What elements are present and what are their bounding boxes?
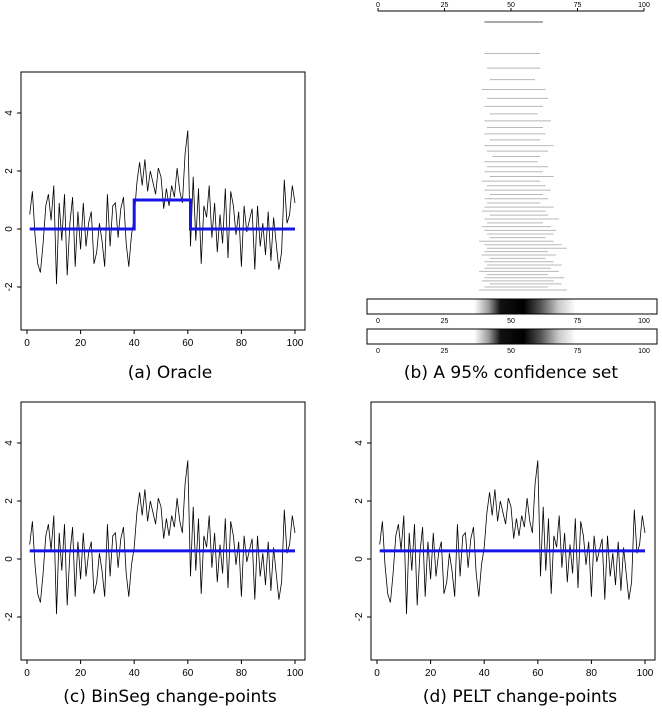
x-tick-label: 80 (236, 338, 248, 349)
density-tick-label: 75 (574, 348, 582, 355)
panel-d-frame (370, 401, 656, 661)
x-tick-label: 40 (129, 668, 141, 679)
x-tick-label: 40 (479, 668, 491, 679)
top-axis-label: 50 (507, 2, 515, 9)
caption-a: (a) Oracle (128, 363, 212, 383)
y-tick-label: 2 (354, 498, 365, 504)
caption-c: (c) BinSeg change-points (63, 687, 277, 707)
y-tick-label: 4 (4, 440, 15, 446)
x-tick-label: 100 (637, 668, 654, 679)
x-tick-label: 20 (75, 338, 87, 349)
caption-b: (b) A 95% confidence set (404, 363, 618, 383)
x-tick-label: 0 (24, 338, 30, 349)
x-tick-label: 60 (182, 668, 194, 679)
x-tick-label: 20 (425, 668, 437, 679)
density-bar-upper (366, 298, 658, 315)
y-tick-label: -2 (4, 612, 15, 621)
y-tick-label: 0 (354, 556, 365, 562)
y-tick-label: 4 (354, 440, 365, 446)
x-tick-label: 100 (287, 668, 304, 679)
panel-a-frame (20, 71, 306, 331)
density-bar-lower (366, 328, 658, 345)
top-axis-label: 100 (638, 2, 650, 9)
x-tick-label: 0 (374, 668, 380, 679)
x-tick-label: 40 (129, 338, 141, 349)
density-tick-label: 25 (441, 318, 449, 325)
top-axis-label: 25 (441, 2, 449, 9)
fitted-mean-line (29, 198, 295, 231)
density-tick-label: 50 (507, 318, 515, 325)
x-tick-label: 80 (586, 668, 598, 679)
density-tick-label: 100 (638, 348, 650, 355)
y-tick-label: -2 (4, 282, 15, 291)
top-axis-label: 0 (376, 2, 380, 9)
y-tick-label: 2 (4, 168, 15, 174)
density-tick-label: 25 (441, 348, 449, 355)
data-series-line (29, 130, 296, 285)
data-series-line (29, 460, 296, 615)
y-tick-label: 0 (4, 226, 15, 232)
x-tick-label: 100 (287, 338, 304, 349)
density-tick-label: 0 (376, 318, 380, 325)
density-tick-label: 75 (574, 318, 582, 325)
y-tick-label: 0 (4, 556, 15, 562)
y-tick-label: -2 (354, 612, 365, 621)
density-tick-label: 0 (376, 348, 380, 355)
x-tick-label: 80 (236, 668, 248, 679)
density-tick-label: 50 (507, 348, 515, 355)
top-axis-label: 75 (574, 2, 582, 9)
x-tick-label: 60 (182, 338, 194, 349)
data-series-line (379, 460, 646, 615)
x-tick-label: 60 (532, 668, 544, 679)
caption-d: (d) PELT change-points (423, 687, 617, 707)
panel-c-frame (20, 401, 306, 661)
y-tick-label: 2 (4, 498, 15, 504)
x-tick-label: 20 (75, 668, 87, 679)
x-tick-label: 0 (24, 668, 30, 679)
y-tick-label: 4 (4, 110, 15, 116)
panel-b: 0 25 50 75 100 0 0 25 25 50 50 75 75 100 100 (366, 2, 658, 355)
density-tick-label: 100 (638, 318, 650, 325)
